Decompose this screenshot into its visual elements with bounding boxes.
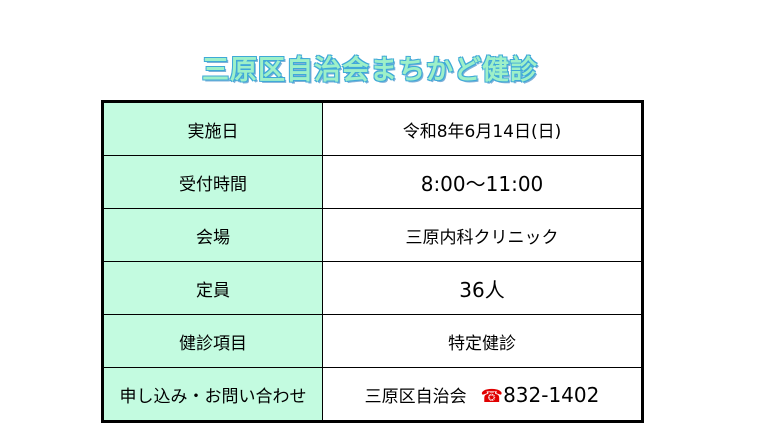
- table-row: 健診項目 特定健診: [102, 314, 643, 368]
- row-value: 特定健診: [322, 314, 643, 368]
- table-row: 会場 三原内科クリニック: [102, 208, 643, 262]
- table-row: 定員 36人: [102, 261, 643, 315]
- row-value: 三原内科クリニック: [322, 208, 643, 262]
- phone-number: 832-1402: [503, 382, 600, 407]
- row-value: 8:00～11:00: [322, 155, 643, 209]
- row-label: 実施日: [102, 101, 323, 156]
- telephone-icon: ☎: [480, 385, 504, 407]
- row-value: 36人: [322, 261, 643, 315]
- page-title: 三原区自治会まちかど健診: [202, 55, 538, 86]
- table-row: 受付時間 8:00～11:00: [102, 155, 643, 209]
- row-label: 定員: [102, 261, 323, 315]
- row-label: 会場: [102, 208, 323, 262]
- row-value: 令和8年6月14日(日): [322, 101, 643, 156]
- table-row: 申し込み・お問い合わせ 三原区自治会 ☎832-1402: [102, 367, 643, 422]
- row-label: 申し込み・お問い合わせ: [102, 367, 323, 422]
- row-value: 三原区自治会 ☎832-1402: [322, 367, 643, 422]
- row-label: 健診項目: [102, 314, 323, 368]
- contact-name: 三原区自治会: [364, 386, 467, 407]
- table-row: 実施日 令和8年6月14日(日): [102, 101, 643, 156]
- row-label: 受付時間: [102, 155, 323, 209]
- info-table: 実施日 令和8年6月14日(日) 受付時間 8:00～11:00 会場 三原内科クリニ…: [101, 100, 644, 423]
